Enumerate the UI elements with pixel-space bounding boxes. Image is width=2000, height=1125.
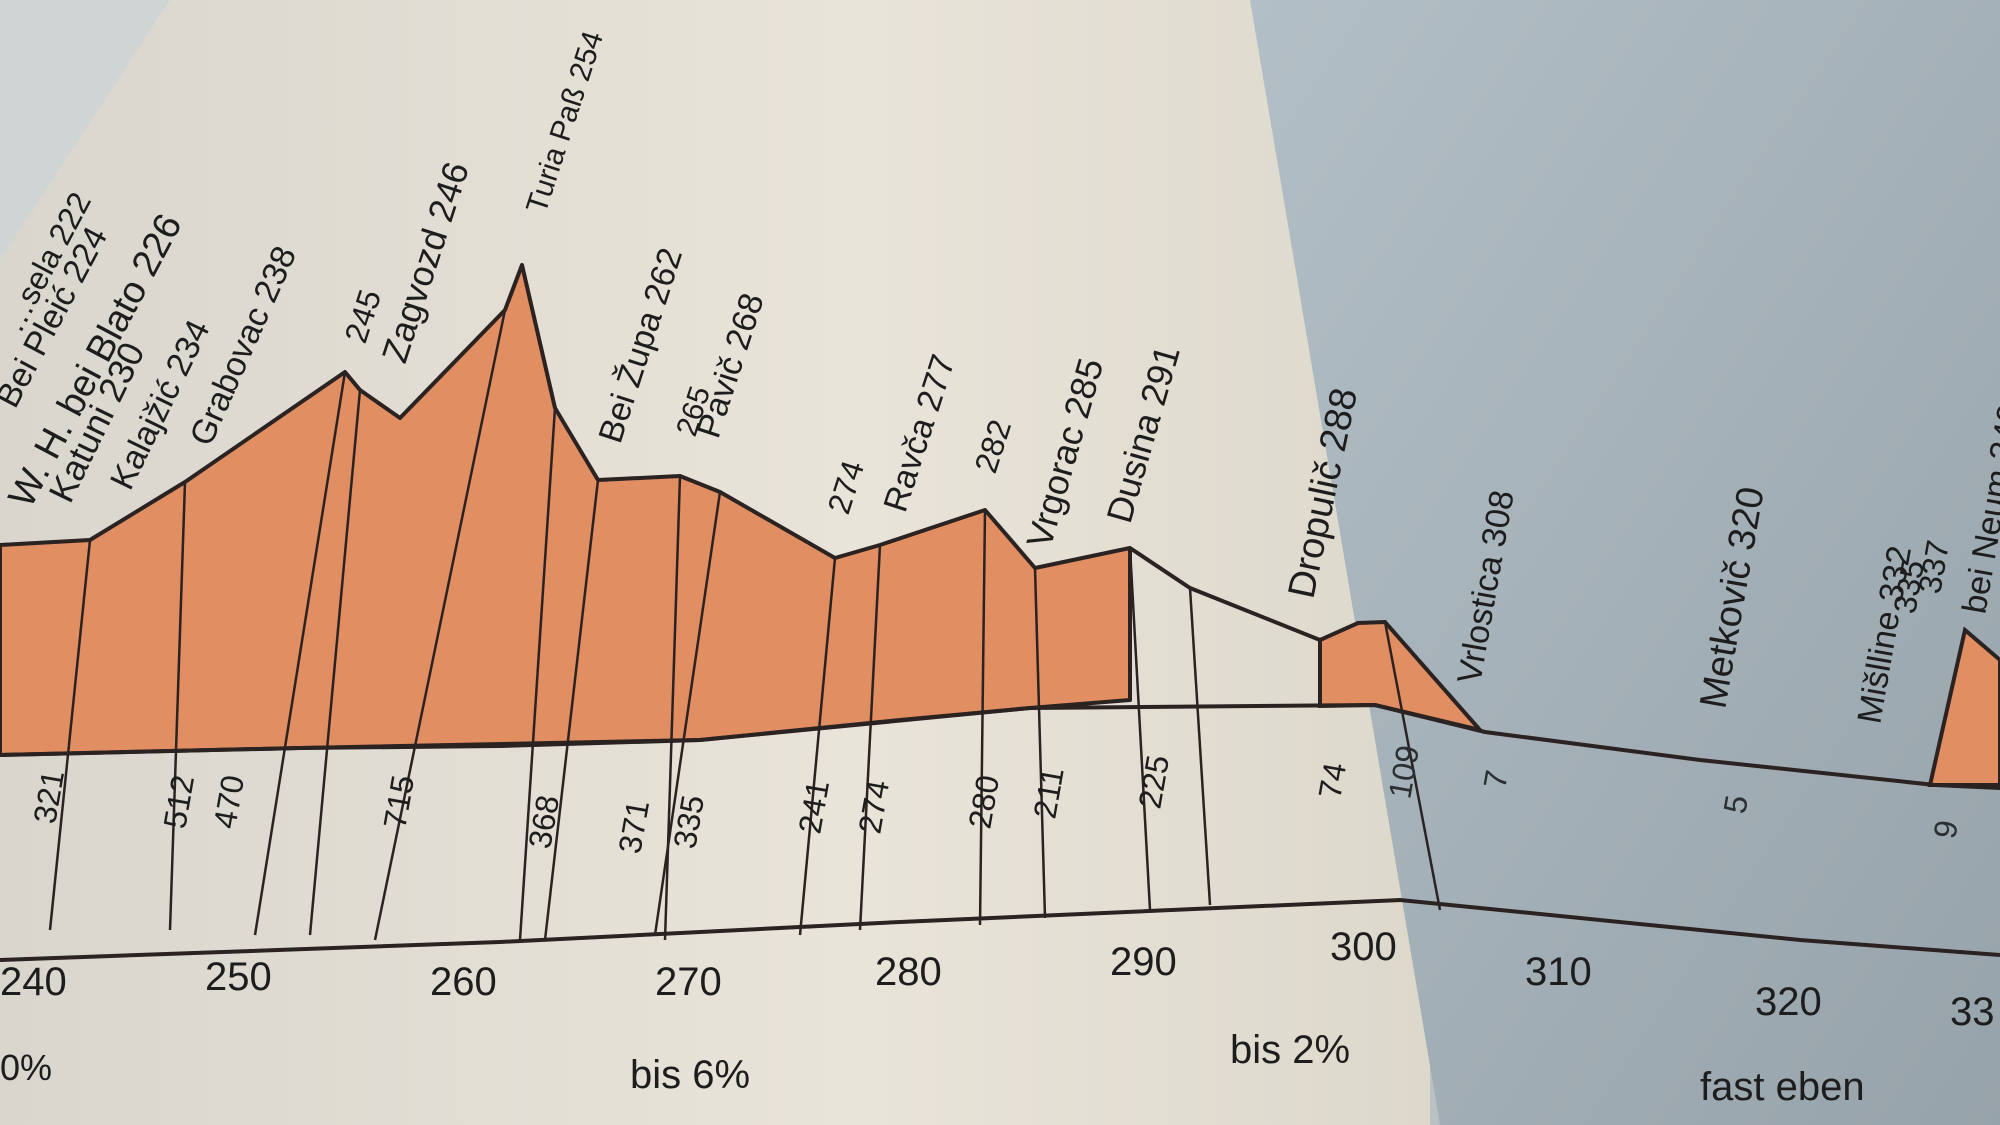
distance-axis-line [0, 897, 2000, 962]
upper-fold-shadow [0, 0, 170, 260]
x-axis-tick: 250 [205, 955, 272, 999]
station-drop-line [653, 491, 722, 936]
station-drop-line [253, 371, 347, 936]
gradient-label: 0% [0, 1047, 52, 1088]
gradient-label: bis 2% [1230, 1028, 1350, 1072]
station-drop-line [663, 475, 682, 941]
profile-baseline [0, 702, 2000, 790]
station-drop-line [373, 309, 507, 941]
station-drop-line [308, 389, 362, 936]
altitude-label: 5 [1716, 792, 1755, 816]
station-drop-line [518, 407, 557, 941]
gradient-labels: 0% bis 6% bis 2% fast eben [0, 1028, 1865, 1109]
x-axis-tick: 260 [430, 960, 497, 1004]
altitude-labels: 321 512 470 715 368 371 335 241 274 280 211 225 74 10… [26, 742, 1965, 856]
altitude-label: 9 [1926, 817, 1965, 841]
x-axis-tick-labels: 240 250 260 270 280 290 300 310 320 33 [0, 925, 1995, 1034]
station-drop-line [1188, 587, 1212, 906]
station-drop-line [543, 479, 600, 941]
x-axis-tick: 290 [1110, 940, 1177, 984]
x-axis-tick: 240 [0, 960, 67, 1004]
station-drop-line [978, 509, 987, 926]
altitude-label: 7 [1476, 767, 1515, 791]
station-drop-line [1128, 547, 1152, 911]
gradient-label: bis 6% [630, 1053, 750, 1097]
x-axis-tick: 320 [1755, 980, 1822, 1024]
x-axis-tick: 280 [875, 950, 942, 994]
x-axis-tick: 310 [1525, 950, 1592, 994]
altitude-label: 211 [1026, 765, 1070, 821]
altitude-label: 74 [1311, 760, 1353, 801]
gradient-label: fast eben [1700, 1065, 1865, 1109]
station-drop-line [1033, 567, 1047, 919]
station-drop-line [48, 539, 92, 931]
paper-right-panel [1250, 0, 2000, 1125]
station-drop-line [858, 544, 882, 931]
x-axis-tick: 300 [1330, 925, 1397, 969]
station-drop-lines [48, 309, 1442, 941]
station-drop-line [168, 481, 187, 931]
x-axis-tick: 33 [1950, 990, 1995, 1034]
station-drop-line [798, 557, 837, 936]
x-axis-tick: 270 [655, 960, 722, 1004]
station-drop-line [1383, 621, 1442, 911]
